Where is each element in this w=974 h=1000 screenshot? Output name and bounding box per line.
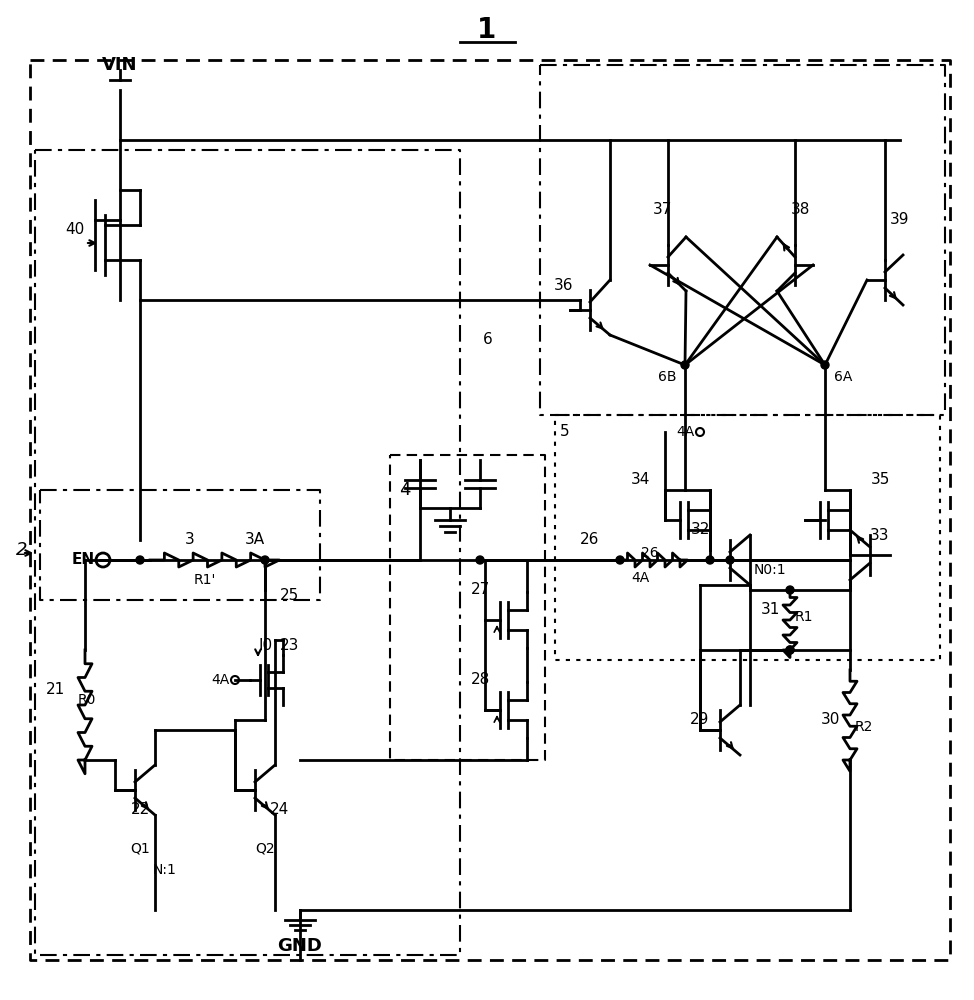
Circle shape <box>726 556 734 564</box>
Text: 4A: 4A <box>676 425 694 439</box>
Circle shape <box>261 556 269 564</box>
Text: 37: 37 <box>653 202 672 218</box>
Text: 30: 30 <box>821 712 840 728</box>
Text: 32: 32 <box>691 522 710 538</box>
Text: 4A: 4A <box>631 571 649 585</box>
Text: 38: 38 <box>790 202 809 218</box>
Text: 25: 25 <box>280 587 299 602</box>
Text: 6A: 6A <box>834 370 852 384</box>
Text: 26: 26 <box>641 546 658 560</box>
Text: R0: R0 <box>78 693 96 707</box>
Circle shape <box>136 556 144 564</box>
Circle shape <box>681 361 689 369</box>
Text: 28: 28 <box>470 672 490 688</box>
Text: 35: 35 <box>871 473 889 488</box>
Text: Q2: Q2 <box>255 841 275 855</box>
Text: 26: 26 <box>581 532 600 548</box>
Text: 22: 22 <box>131 802 150 818</box>
Text: R1': R1' <box>194 573 216 587</box>
Text: 5: 5 <box>560 424 570 440</box>
Circle shape <box>786 646 794 654</box>
Text: 3A: 3A <box>244 532 265 548</box>
Text: I0: I0 <box>258 638 272 652</box>
Text: 39: 39 <box>890 213 910 228</box>
Text: 27: 27 <box>470 582 490 597</box>
Text: N:1: N:1 <box>153 863 177 877</box>
Text: Q1: Q1 <box>131 841 150 855</box>
Text: 3: 3 <box>185 532 195 548</box>
Text: R1: R1 <box>795 610 813 624</box>
Circle shape <box>786 586 794 594</box>
Text: 1: 1 <box>477 16 497 44</box>
Text: GND: GND <box>278 937 322 955</box>
Text: 23: 23 <box>280 638 299 652</box>
Text: 31: 31 <box>761 602 780 617</box>
Text: 24: 24 <box>270 802 289 818</box>
Text: 6: 6 <box>483 332 493 348</box>
Text: 6B: 6B <box>657 370 676 384</box>
Text: 21: 21 <box>46 682 65 698</box>
Text: R2: R2 <box>855 720 874 734</box>
Circle shape <box>616 556 624 564</box>
Text: 34: 34 <box>630 473 650 488</box>
Text: 29: 29 <box>691 712 710 728</box>
Circle shape <box>786 646 794 654</box>
Text: N0:1: N0:1 <box>754 563 786 577</box>
Text: 33: 33 <box>870 528 890 542</box>
Text: VIN: VIN <box>102 56 137 74</box>
Text: 40: 40 <box>65 223 85 237</box>
Circle shape <box>476 556 484 564</box>
Text: 36: 36 <box>554 277 574 292</box>
Circle shape <box>706 556 714 564</box>
Text: 2: 2 <box>17 541 27 559</box>
Circle shape <box>821 361 829 369</box>
Text: 4A: 4A <box>211 673 229 687</box>
Text: 4: 4 <box>399 481 411 499</box>
Text: EN: EN <box>72 552 95 568</box>
